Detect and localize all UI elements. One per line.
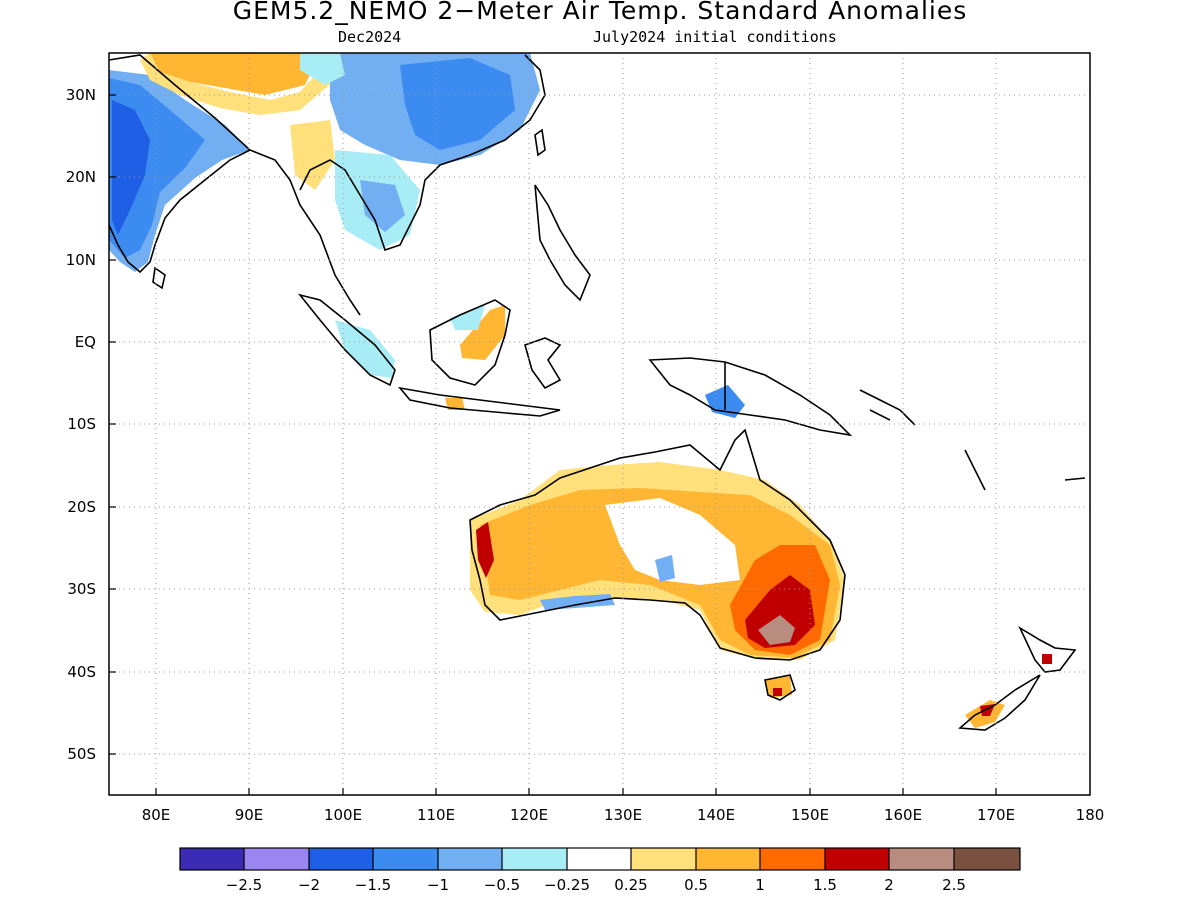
graticule bbox=[109, 53, 1090, 795]
coast-tasmania bbox=[764, 674, 796, 701]
colorbar-label: 1 bbox=[755, 876, 765, 894]
lon-label: 150E bbox=[791, 806, 829, 824]
lon-label: 80E bbox=[142, 806, 171, 824]
lat-label: 30N bbox=[66, 86, 96, 104]
anomaly-fields bbox=[109, 53, 1052, 728]
nz-north-hot-patch bbox=[1042, 654, 1052, 664]
colorbar-swatch bbox=[309, 848, 373, 870]
indochina-cool-patch bbox=[360, 180, 405, 232]
coast-new-zealand-north bbox=[1018, 625, 1077, 673]
map-title: GEM5.2_NEMO 2−Meter Air Temp. Standard A… bbox=[232, 0, 968, 25]
coast-solomon-islands bbox=[859, 389, 916, 426]
tasmania-warm-patch bbox=[765, 675, 792, 698]
coast-borneo bbox=[429, 299, 511, 386]
coast-new-zealand-south bbox=[958, 674, 1041, 731]
lon-label: 100E bbox=[324, 806, 362, 824]
wa-coast-hot-patch bbox=[476, 522, 494, 578]
colorbar-label: 0.25 bbox=[614, 876, 647, 894]
lat-label: 10S bbox=[67, 415, 96, 433]
coast-vanuatu-fiji bbox=[964, 449, 1086, 491]
lon-label: 90E bbox=[235, 806, 264, 824]
india-coldest-field bbox=[112, 100, 150, 235]
colorbar-label: −0.5 bbox=[484, 876, 520, 894]
coastlines bbox=[109, 54, 1086, 731]
himalaya-warm-light bbox=[140, 53, 345, 115]
lat-label: 10N bbox=[66, 251, 96, 269]
coast-sumatra bbox=[297, 293, 396, 387]
colorbar-label: −2.5 bbox=[226, 876, 262, 894]
lon-label: 180 bbox=[1076, 806, 1105, 824]
colorbar-swatch bbox=[567, 848, 631, 870]
lon-label: 140E bbox=[697, 806, 735, 824]
colorbar-swatch bbox=[244, 848, 309, 870]
lat-label: 20N bbox=[66, 168, 96, 186]
forecast-month: Dec2024 bbox=[338, 28, 402, 46]
colorbar-label: 0.5 bbox=[684, 876, 708, 894]
colorbar-swatch bbox=[825, 848, 889, 870]
coast-australia bbox=[469, 428, 846, 661]
australia-interior-cool-spot bbox=[655, 555, 675, 582]
coast-sri-lanka bbox=[152, 266, 166, 290]
himalaya-warm-field bbox=[150, 53, 320, 95]
colorbar-label: −1 bbox=[427, 876, 449, 894]
coast-india bbox=[109, 54, 252, 274]
coast-new-guinea bbox=[648, 357, 853, 437]
lon-label: 160E bbox=[884, 806, 922, 824]
tick-marks bbox=[109, 94, 997, 795]
coast-sulawesi bbox=[524, 337, 562, 390]
lon-label: 110E bbox=[417, 806, 455, 824]
coast-java bbox=[397, 386, 561, 417]
lat-labels: 30N 20N 10N EQ 10S 20S 30S 40S 50S bbox=[66, 86, 96, 763]
lat-label: 50S bbox=[67, 745, 96, 763]
colorbar-label: 2.5 bbox=[942, 876, 966, 894]
colorbar-label: −2 bbox=[298, 876, 320, 894]
colorbar-swatch bbox=[954, 848, 1020, 870]
java-warm-patch bbox=[445, 398, 465, 410]
tasmania-hot-patch bbox=[773, 688, 782, 696]
lon-label: 170E bbox=[977, 806, 1015, 824]
colorbar-label: −1.5 bbox=[355, 876, 391, 894]
myanmar-warm-patch bbox=[290, 120, 335, 190]
colorbar-swatch bbox=[438, 848, 502, 870]
china-light-field bbox=[300, 53, 345, 85]
china-colder-field bbox=[400, 58, 515, 150]
colorbar-swatch bbox=[373, 848, 438, 870]
coast-philippines bbox=[534, 184, 591, 302]
colorbar-label: 1.5 bbox=[813, 876, 837, 894]
colorbar-swatch bbox=[502, 848, 567, 870]
sumatra-cool-field bbox=[335, 320, 395, 378]
coast-taiwan bbox=[534, 128, 546, 157]
borneo-warm-field bbox=[460, 305, 505, 360]
initial-conditions-label: July2024 initial conditions bbox=[593, 28, 837, 46]
australia-interior-neutral bbox=[605, 498, 740, 585]
borneo-cool-field bbox=[450, 305, 485, 330]
colorbar-swatch bbox=[696, 848, 760, 870]
se-australia-hottest-field bbox=[758, 615, 795, 645]
colorbar: −2.5 −2 −1.5 −1 −0.5 −0.25 0.25 0.5 1 1.… bbox=[179, 847, 1021, 894]
colorbar-swatch bbox=[631, 848, 696, 870]
lat-label: EQ bbox=[75, 333, 96, 351]
lon-labels: 80E 90E 100E 110E 120E 130E 140E 150E 16… bbox=[142, 806, 1105, 824]
lat-label: 40S bbox=[67, 663, 96, 681]
lat-label: 20S bbox=[67, 498, 96, 516]
lon-label: 120E bbox=[510, 806, 548, 824]
lat-label: 30S bbox=[67, 580, 96, 598]
colorbar-label: 2 bbox=[884, 876, 894, 894]
colorbar-swatch bbox=[760, 848, 825, 870]
colorbar-label: −0.25 bbox=[544, 876, 590, 894]
colorbar-swatch bbox=[180, 848, 244, 870]
lon-label: 130E bbox=[604, 806, 642, 824]
colorbar-swatch bbox=[889, 848, 954, 870]
bight-cool-field bbox=[540, 594, 615, 610]
